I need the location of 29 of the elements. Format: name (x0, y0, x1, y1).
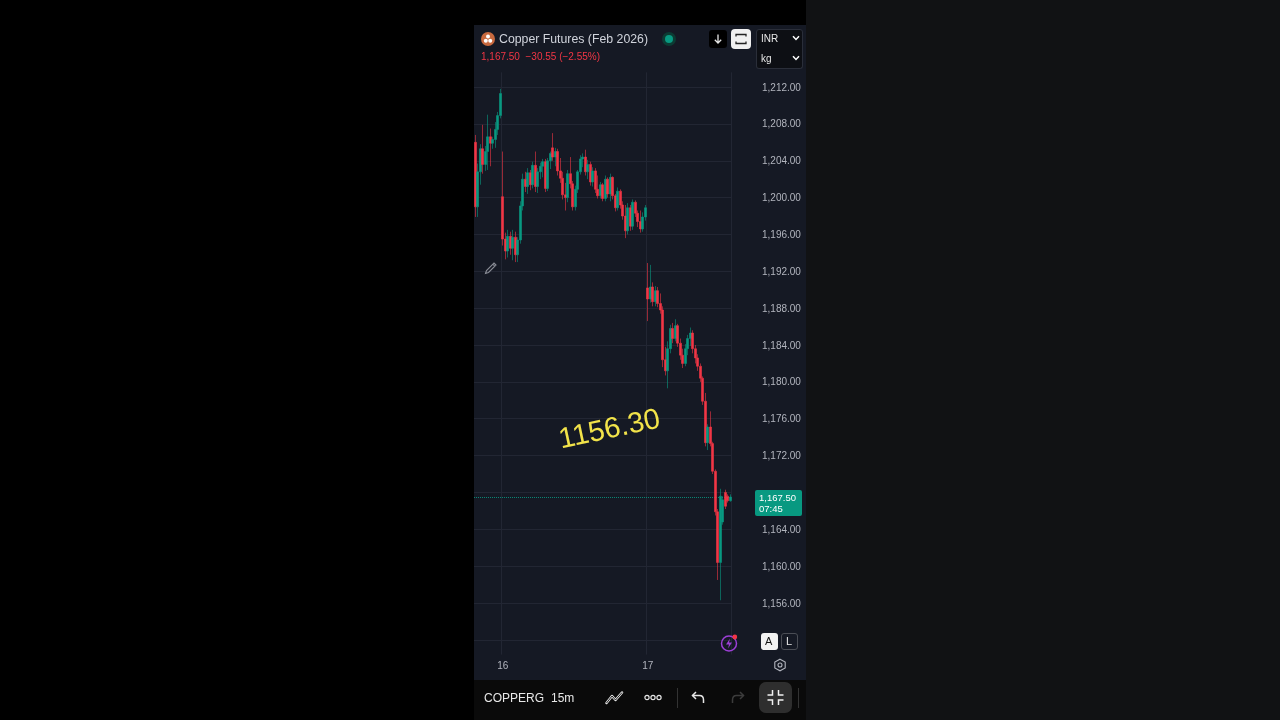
text: L (786, 635, 793, 647)
y-tick-label: 1,212.00 (762, 81, 802, 93)
text: INR (761, 33, 779, 44)
text: 15m (551, 691, 575, 705)
y-tick-label: 1,188.00 (762, 302, 802, 314)
y-tick-label: 1,184.00 (762, 339, 802, 351)
x-tick-label: 17 (642, 660, 654, 672)
y-tick-label: 1,180.00 (762, 376, 802, 388)
y-tick-label: 1,156.00 (762, 597, 802, 609)
chart-title: Copper Futures (Feb 2026) (499, 32, 649, 46)
y-tick-label: 1,200.00 (762, 192, 802, 204)
text: 07:45 (758, 503, 784, 515)
chart-subtitle: 1,167.50 −30.55 (−2.55%) (481, 51, 600, 62)
ref-line-label: 1,167.50 (758, 492, 797, 504)
y-tick-label: 1,208.00 (762, 118, 802, 130)
y-tick-label: 1,172.00 (762, 450, 802, 462)
x-tick-label: 16 (497, 660, 509, 672)
y-tick-label: 1,192.00 (762, 265, 802, 277)
text: kg (761, 53, 772, 64)
y-tick-label: 1,164.00 (762, 523, 802, 535)
text: A (765, 635, 773, 647)
candlestick (729, 493, 732, 502)
candlestick (646, 262, 649, 322)
y-tick-label: 1,204.00 (762, 155, 802, 167)
text: COPPERG (484, 691, 545, 705)
y-tick-label: 1,196.00 (762, 228, 802, 240)
annotation: 1156.30 (555, 401, 663, 455)
y-tick-label: 1,176.00 (762, 413, 802, 425)
y-tick-label: 1,160.00 (762, 560, 802, 572)
